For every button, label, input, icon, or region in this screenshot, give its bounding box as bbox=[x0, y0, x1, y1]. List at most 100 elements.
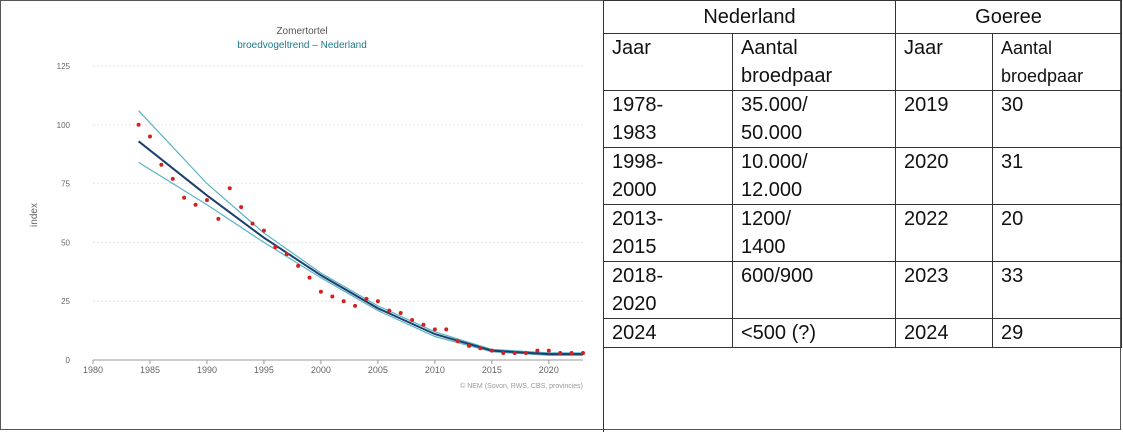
table-cell: 2018- 2020 bbox=[603, 261, 733, 319]
data-point bbox=[410, 318, 415, 323]
cell-text: <500 (?) bbox=[741, 322, 817, 344]
axes: 0 25 50 75 100 125 1980 1985 1990 1995 2000 2005 201… bbox=[57, 62, 583, 375]
cell-text: 600/900 bbox=[741, 265, 814, 287]
cell-spacer bbox=[904, 290, 984, 318]
data-point bbox=[296, 263, 301, 268]
cell-text: 35.000/ bbox=[741, 94, 808, 116]
data-point bbox=[136, 122, 141, 127]
table-cell: 1978- 1983 bbox=[603, 90, 733, 148]
x-tick-label: 1990 bbox=[197, 365, 217, 375]
data-point bbox=[444, 327, 449, 332]
data-point bbox=[569, 350, 574, 355]
upper-bound-line bbox=[138, 110, 583, 354]
cell-spacer bbox=[1001, 233, 1113, 261]
cell-text: 1998- bbox=[612, 151, 664, 173]
chart-subtitle: broedvogeltrend – Nederland bbox=[237, 40, 367, 51]
x-tick-label: 2000 bbox=[311, 365, 331, 375]
table-cell: 31 bbox=[992, 147, 1122, 205]
y-tick-label: 50 bbox=[61, 238, 70, 247]
cell-text: 2024 bbox=[612, 322, 657, 344]
data-point bbox=[535, 348, 540, 353]
cell-text: 1200/ bbox=[741, 208, 792, 230]
table-cell: <500 (?) bbox=[732, 318, 896, 348]
data-point bbox=[284, 252, 289, 257]
cell-text: 33 bbox=[1001, 265, 1024, 287]
table-cell: 29 bbox=[992, 318, 1122, 348]
cell-text: 29 bbox=[1001, 322, 1024, 344]
data-point bbox=[489, 348, 494, 353]
data-point bbox=[353, 303, 358, 308]
data-point bbox=[581, 350, 585, 355]
chart-credit: © NEM (Sovon, RWS, CBS, provincies) bbox=[460, 382, 583, 390]
cell-text: 2022 bbox=[904, 208, 949, 230]
data-point bbox=[147, 134, 152, 139]
cell-spacer bbox=[1001, 119, 1113, 147]
cell-text: 20 bbox=[1001, 208, 1024, 230]
table-cell: 1200/1400 bbox=[732, 204, 896, 262]
y-tick-label: 75 bbox=[61, 180, 70, 189]
column-header-row: Jaar Aantal broedpaar Jaar Aantal broedpaa… bbox=[603, 33, 1122, 91]
table-cell: 1998- 2000 bbox=[603, 147, 733, 205]
table-cell: 2020 bbox=[895, 147, 993, 205]
cell-text: 2019 bbox=[904, 94, 949, 116]
header-text: broedpaar bbox=[1001, 66, 1084, 86]
x-tick-label: 1980 bbox=[83, 365, 103, 375]
cell-spacer bbox=[904, 176, 984, 204]
data-point bbox=[364, 296, 369, 301]
cell-spacer bbox=[1001, 176, 1113, 204]
table-cell: 33 bbox=[992, 261, 1122, 319]
data-point bbox=[467, 343, 472, 348]
group-header-nederland: Nederland bbox=[603, 0, 896, 34]
data-point bbox=[478, 346, 483, 351]
data-point bbox=[524, 350, 529, 355]
header-text: Jaar bbox=[612, 37, 651, 59]
column-header-jaar: Jaar bbox=[603, 33, 733, 91]
x-tick-label: 2015 bbox=[482, 365, 502, 375]
cell-text: 2018- bbox=[612, 265, 664, 287]
cell-text: 2013- bbox=[612, 208, 664, 230]
x-tick-label: 1985 bbox=[140, 365, 160, 375]
cell-spacer bbox=[904, 233, 984, 261]
data-point bbox=[398, 310, 403, 315]
grid-lines bbox=[93, 65, 583, 302]
table-row: 2018- 2020 600/900 2023 33 bbox=[603, 261, 1122, 319]
table-row: 1978- 1983 35.000/50.000 2019 30 bbox=[603, 90, 1122, 148]
column-header-jaar: Jaar bbox=[895, 33, 993, 91]
y-tick-label: 0 bbox=[66, 356, 71, 365]
group-header-goeree: Goeree bbox=[895, 0, 1122, 34]
data-point bbox=[216, 216, 221, 221]
table-row: 2013- 2015 1200/1400 2022 20 bbox=[603, 204, 1122, 262]
column-header-aantal: Aantal broedpaar bbox=[992, 33, 1122, 91]
header-text: Aantal bbox=[741, 37, 798, 59]
cell-text: 10.000/ bbox=[741, 151, 808, 173]
table-cell: 2024 bbox=[895, 318, 993, 348]
y-tick-label: 100 bbox=[57, 121, 71, 130]
data-point bbox=[387, 308, 392, 313]
data-point bbox=[250, 221, 255, 226]
table-cell: 30 bbox=[992, 90, 1122, 148]
header-text: Aantal bbox=[1001, 38, 1053, 58]
table-row: 2024 <500 (?) 2024 29 bbox=[603, 318, 1122, 348]
data-point bbox=[307, 275, 312, 280]
chart-panel: Zomertortel broedvogeltrend – Nederland … bbox=[29, 0, 604, 432]
data-point bbox=[193, 202, 198, 207]
cell-text: 30 bbox=[1001, 94, 1024, 116]
data-point bbox=[204, 198, 209, 203]
data-point bbox=[273, 245, 278, 250]
cell-text: 2020 bbox=[612, 293, 657, 315]
data-point bbox=[341, 299, 346, 304]
cell-text: 50.000 bbox=[741, 122, 803, 144]
data-point bbox=[170, 176, 175, 181]
trend-line-path bbox=[137, 140, 583, 356]
table-cell: 35.000/50.000 bbox=[732, 90, 896, 148]
breeding-pairs-table: Nederland Goeree Jaar Aantal broedpaar Ja… bbox=[603, 0, 1122, 348]
y-tick-label: 125 bbox=[57, 62, 71, 71]
cell-text: 2024 bbox=[904, 322, 949, 344]
table-cell: 2019 bbox=[895, 90, 993, 148]
table-row: 1998- 2000 10.000/12.000 2020 31 bbox=[603, 147, 1122, 205]
data-point bbox=[558, 350, 563, 355]
data-point bbox=[330, 294, 335, 299]
cell-spacer bbox=[741, 290, 887, 318]
cell-text: 31 bbox=[1001, 151, 1024, 173]
table-cell: 10.000/12.000 bbox=[732, 147, 896, 205]
